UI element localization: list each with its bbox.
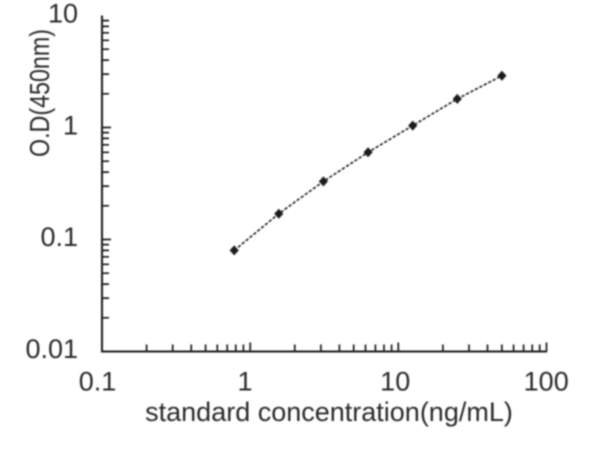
svg-text:0.01: 0.01 [25, 334, 78, 364]
svg-text:10: 10 [48, 0, 78, 28]
svg-text:O.D(450nm): O.D(450nm) [24, 29, 55, 157]
svg-text:10: 10 [380, 367, 410, 397]
svg-text:1: 1 [63, 110, 78, 140]
svg-text:0.1: 0.1 [79, 367, 117, 397]
svg-text:1: 1 [237, 367, 252, 397]
svg-text:standard concentration(ng/mL): standard concentration(ng/mL) [145, 397, 513, 427]
svg-text:100: 100 [524, 367, 569, 397]
svg-text:0.1: 0.1 [40, 222, 78, 252]
